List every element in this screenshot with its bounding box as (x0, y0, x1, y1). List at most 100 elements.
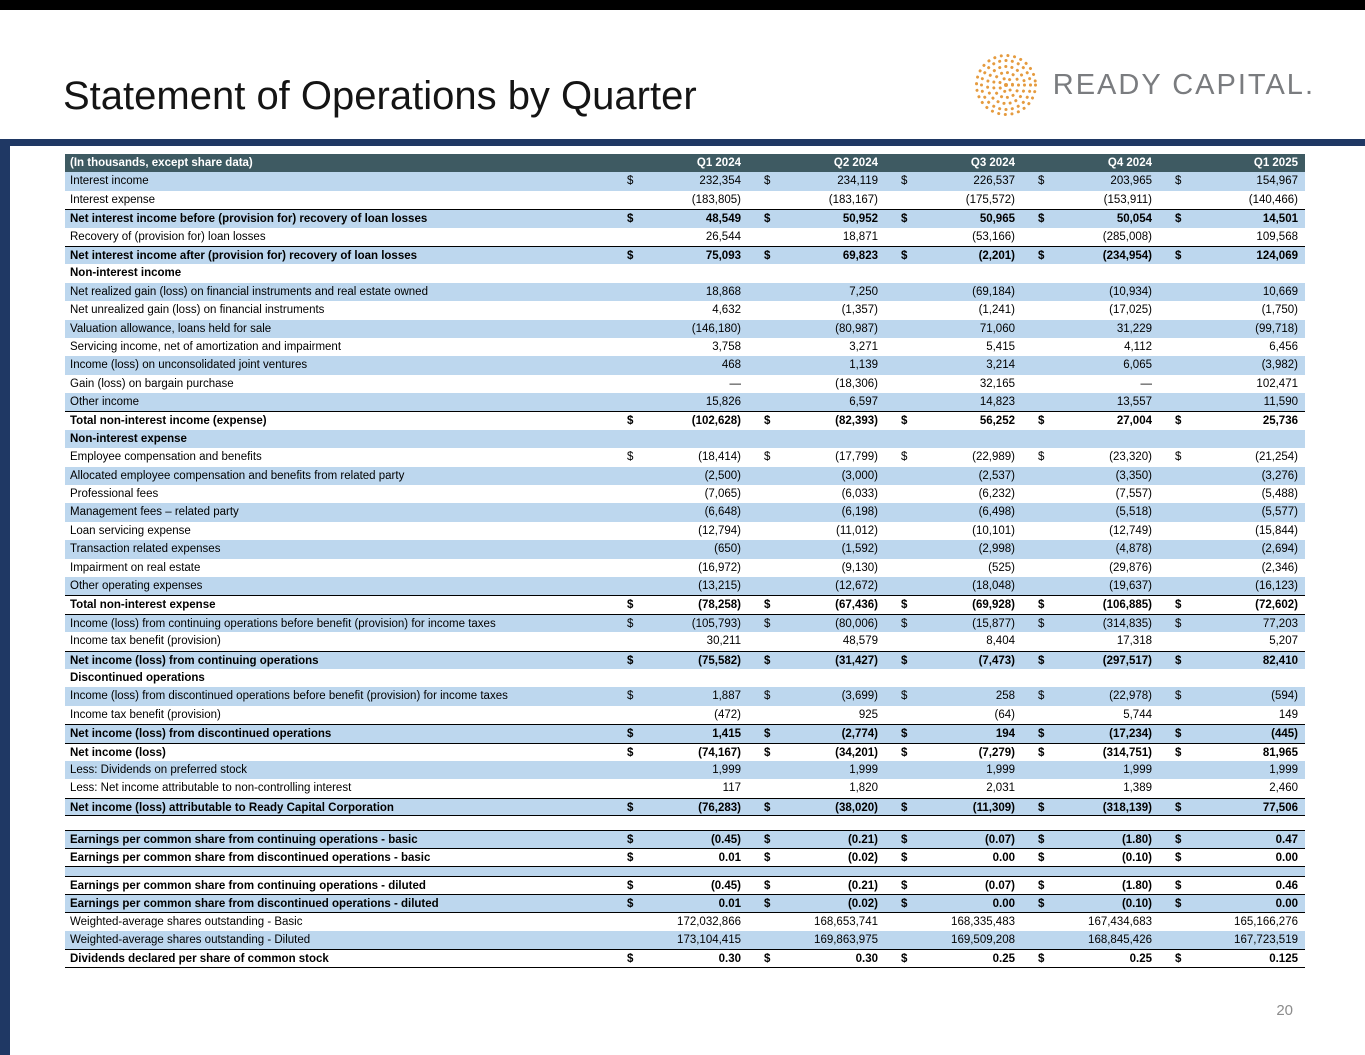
row-value: $ (80,006) (757, 615, 894, 632)
row-value: $ (7,279) (894, 744, 1031, 761)
column-header: Q3 2024 (894, 154, 1031, 172)
cell-number: (3,350) (1115, 469, 1152, 482)
row-value: $ (0.10) (1031, 849, 1168, 865)
cell-number: 117 (722, 782, 741, 795)
table-row: Management fees – related party (6,648) (6… (65, 503, 1305, 522)
statement-table: (In thousands, except share data) Q1 2024… (65, 154, 1305, 968)
row-value: $232,354 (620, 172, 757, 190)
cell-number: 5,744 (1123, 708, 1152, 721)
row-value: (525) (894, 559, 1031, 577)
cell-number: (76,283) (698, 801, 741, 814)
column-header-text: Q1 2025 (1253, 157, 1298, 169)
row-value: $234,119 (757, 172, 894, 190)
dollar-sign: $ (627, 852, 634, 865)
row-label: Recovery of (provision for) loan losses (70, 230, 266, 243)
cell-number: 6,456 (1269, 340, 1298, 353)
row-value (757, 264, 894, 282)
table-header-label: (In thousands, except share data) (70, 157, 253, 169)
row-value: $154,967 (1168, 172, 1305, 190)
cell-number: 5,415 (986, 340, 1015, 353)
dollar-sign: $ (1175, 415, 1182, 428)
dollar-sign: $ (764, 451, 771, 464)
table-row: Net income (loss) $ (74,167) $ (34,201) $ (7,2… (65, 742, 1305, 761)
cell-number: 0.00 (992, 898, 1015, 911)
cell-number: (3,000) (841, 469, 878, 482)
row-value: (5,488) (1168, 485, 1305, 503)
cell-number: 15,826 (705, 396, 741, 409)
row-value: 4,112 (1031, 338, 1168, 356)
cell-number: 0.25 (992, 953, 1015, 966)
row-value: $0.00 (894, 895, 1031, 911)
row-value: 30,211 (620, 632, 757, 650)
row-value: 17,318 (1031, 632, 1168, 650)
row-value: $1,887 (620, 687, 757, 705)
ready-capital-logo: READY CAPITAL. (974, 54, 1313, 116)
row-value: 2,460 (1168, 779, 1305, 797)
row-value: (1,241) (894, 301, 1031, 319)
row-label: Income (loss) from continuing operations… (70, 617, 496, 630)
row-value: $75,093 (620, 247, 757, 264)
table-row: Dividends declared per share of common s… (65, 949, 1305, 968)
cell-number: (15,844) (1255, 524, 1298, 537)
row-value: 468 (620, 356, 757, 374)
row-value: $ (15,877) (894, 615, 1031, 632)
cell-number: (297,517) (1102, 654, 1152, 667)
row-label: Net income (loss) (70, 746, 166, 759)
table-row: Earnings per common share from continuin… (65, 875, 1305, 895)
row-value: (1,592) (757, 540, 894, 558)
row-value: (6,198) (757, 503, 894, 521)
row-value: (285,008) (1031, 228, 1168, 246)
dollar-sign: $ (901, 728, 908, 741)
row-value: $203,965 (1031, 172, 1168, 190)
cell-number: (13,215) (698, 579, 741, 592)
dollar-sign: $ (1175, 617, 1182, 630)
row-value: $ (17,234) (1031, 725, 1168, 742)
table-row: Income (loss) from discontinued operatio… (65, 687, 1305, 706)
row-value: $ (314,751) (1031, 744, 1168, 761)
row-value: $1,415 (620, 725, 757, 742)
row-value: (18,306) (757, 375, 894, 393)
cell-number: 169,509,208 (951, 934, 1015, 947)
dollar-sign: $ (764, 654, 771, 667)
dollar-sign: $ (901, 879, 908, 892)
table-row: Other operating expenses (13,215) (12,672)… (65, 576, 1305, 596)
row-value: (3,276) (1168, 467, 1305, 485)
navy-left-bar (0, 139, 10, 1055)
cell-number: (285,008) (1102, 230, 1152, 243)
cell-number: (0.02) (847, 898, 878, 911)
cell-number: 26,544 (705, 230, 741, 243)
row-value: 14,823 (894, 393, 1031, 411)
dollar-sign: $ (627, 953, 634, 966)
dollar-sign: $ (1175, 599, 1182, 612)
dollar-sign: $ (764, 953, 771, 966)
dollar-sign: $ (764, 415, 771, 428)
dollar-sign: $ (764, 879, 771, 892)
row-value: $ (2,774) (757, 725, 894, 742)
cell-number: (11,309) (972, 801, 1015, 814)
cell-number: 13,557 (1116, 396, 1152, 409)
cell-number: 168,845,426 (1088, 934, 1152, 947)
row-value: $69,823 (757, 247, 894, 264)
cell-number: 77,506 (1262, 801, 1298, 814)
cell-number: 1,389 (1123, 782, 1152, 795)
table-row: Net realized gain (loss) on financial in… (65, 282, 1305, 302)
cell-number: (21,254) (1255, 451, 1298, 464)
cell-number: (318,139) (1102, 801, 1152, 814)
row-label: Other operating expenses (70, 579, 203, 592)
cell-number: (15,877) (972, 617, 1015, 630)
cell-number: (0.45) (710, 879, 741, 892)
row-value: $0.01 (620, 849, 757, 865)
row-value: (16,972) (620, 559, 757, 577)
dollar-sign: $ (627, 728, 634, 741)
cell-number: (650) (714, 543, 741, 556)
row-value: $ (0.10) (1031, 895, 1168, 911)
cell-number: (4,878) (1115, 543, 1152, 556)
dollar-sign: $ (1038, 175, 1045, 188)
dollar-sign: $ (901, 175, 908, 188)
dollar-sign: $ (764, 690, 771, 703)
row-value: 26,544 (620, 228, 757, 246)
cell-number: 32,165 (979, 377, 1015, 390)
cell-number: 8,404 (986, 635, 1015, 648)
dollar-sign: $ (627, 879, 634, 892)
dollar-sign: $ (627, 249, 634, 262)
